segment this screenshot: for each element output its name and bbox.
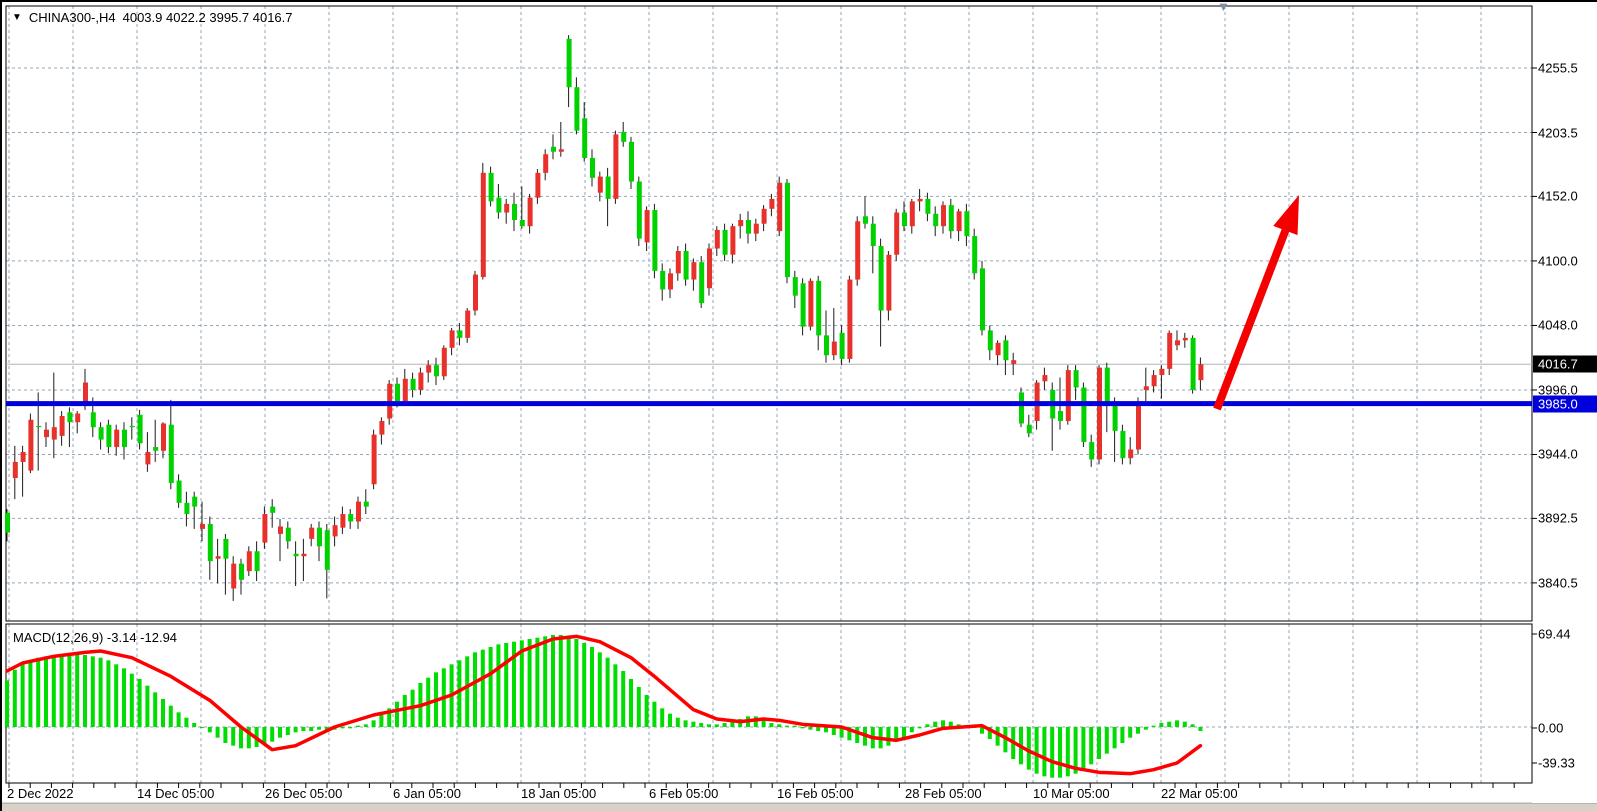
macd-indicator-label: MACD(12,26,9) -3.14 -12.94 — [13, 630, 178, 645]
price-tick-label: 3840.5 — [1538, 575, 1578, 591]
trend-arrow-object[interactable] — [1213, 195, 1299, 411]
symbol-label: CHINA300-,H4 — [28, 10, 116, 25]
time-tick-label: 6 Jan 05:00 — [393, 786, 461, 801]
time-tick-label: 14 Dec 05:00 — [137, 786, 215, 801]
macd-scale-label: 69.44 — [1538, 626, 1571, 642]
chart-shift-marker-icon[interactable]: ▼ — [1217, 0, 1230, 14]
chart-title: ▼ CHINA300-,H4 4003.9 4022.2 3995.7 4016… — [12, 10, 293, 25]
gridlines — [6, 6, 1532, 783]
axis-ticks — [8, 67, 1537, 788]
price-tick-label: 3944.0 — [1538, 446, 1578, 462]
current-price-badge: 4016.7 — [1533, 355, 1597, 373]
time-tick-label: 22 Mar 05:00 — [1161, 786, 1238, 801]
macd-scale-label: -39.33 — [1538, 755, 1575, 771]
time-tick-label: 16 Feb 05:00 — [777, 786, 854, 801]
candlesticks — [5, 35, 1204, 601]
price-tick-label: 4255.5 — [1538, 60, 1578, 76]
symbol-dropdown-icon[interactable]: ▼ — [12, 12, 22, 23]
price-tick-label: 3892.5 — [1538, 510, 1578, 526]
time-tick-label: 28 Feb 05:00 — [905, 786, 982, 801]
time-tick-label: 18 Jan 05:00 — [521, 786, 597, 801]
ohlc-readout: 4003.9 4022.2 3995.7 4016.7 — [122, 10, 293, 25]
price-tick-label: 4203.5 — [1538, 125, 1578, 141]
price-tick-label: 3996.0 — [1538, 382, 1578, 398]
time-tick-label: 26 Dec 05:00 — [265, 786, 343, 801]
hline-price-badge: 3985.0 — [1533, 395, 1597, 413]
price-tick-label: 4100.0 — [1538, 253, 1578, 269]
time-tick-label: 2 Dec 2022 — [7, 786, 74, 801]
time-tick-label: 6 Feb 05:00 — [649, 786, 719, 801]
price-tick-label: 4048.0 — [1538, 317, 1578, 333]
time-tick-label: 10 Mar 05:00 — [1033, 786, 1110, 801]
price-tick-label: 4152.0 — [1538, 188, 1578, 204]
macd-scale-label: 0.00 — [1538, 720, 1564, 736]
status-strip — [2, 803, 1597, 811]
macd-indicator — [5, 634, 1203, 778]
support-hline-object[interactable] — [6, 401, 1532, 407]
